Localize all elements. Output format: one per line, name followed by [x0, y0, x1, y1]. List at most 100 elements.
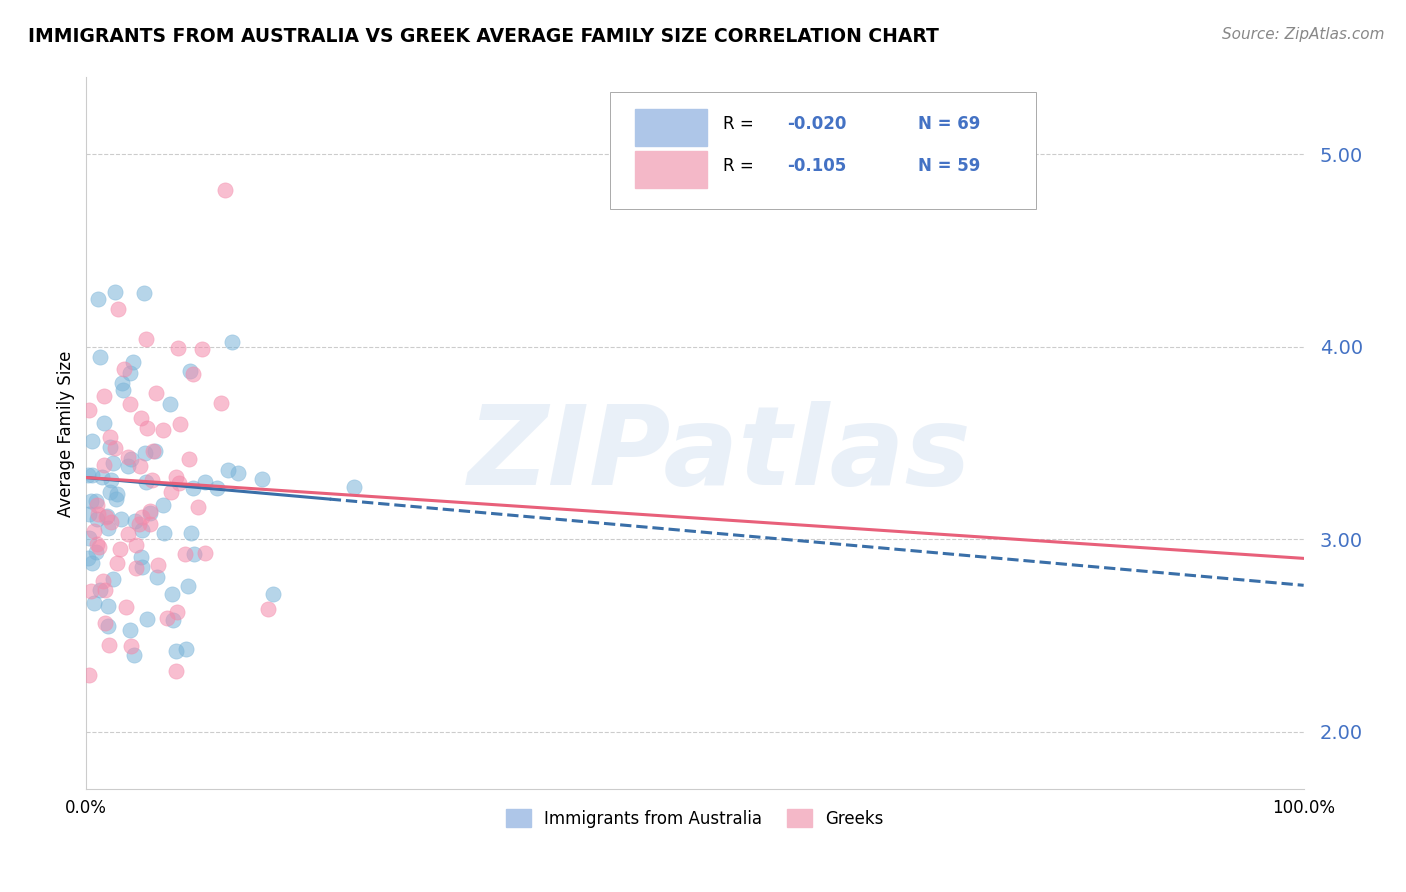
Point — [174, 547, 197, 561]
Point — [221, 334, 243, 349]
Point — [194, 475, 217, 490]
Point — [257, 601, 280, 615]
Point — [166, 605, 188, 619]
Point — [125, 561, 148, 575]
Point — [194, 546, 217, 560]
Point — [174, 642, 197, 657]
Point — [97, 639, 120, 653]
Point — [179, 364, 201, 378]
Point — [139, 506, 162, 520]
Point — [111, 376, 134, 391]
Point — [110, 512, 132, 526]
Point — [135, 332, 157, 346]
Point — [104, 492, 127, 507]
Point — [117, 450, 139, 464]
Point — [90, 470, 112, 484]
Point — [131, 509, 153, 524]
Point — [118, 397, 141, 411]
Point — [86, 537, 108, 551]
Text: R =: R = — [723, 157, 759, 176]
Point — [117, 527, 139, 541]
Point — [77, 668, 100, 682]
Point — [80, 557, 103, 571]
Point — [128, 516, 150, 531]
Point — [86, 292, 108, 306]
Point — [124, 514, 146, 528]
Text: R =: R = — [723, 115, 759, 133]
Text: ZIPatlas: ZIPatlas — [467, 401, 972, 508]
Text: -0.105: -0.105 — [787, 157, 846, 176]
Point — [180, 525, 202, 540]
FancyBboxPatch shape — [636, 109, 707, 145]
Point — [162, 613, 184, 627]
Point — [250, 472, 273, 486]
Point — [79, 583, 101, 598]
Text: Source: ZipAtlas.com: Source: ZipAtlas.com — [1222, 27, 1385, 42]
Point — [120, 451, 142, 466]
Point — [112, 383, 135, 397]
Text: N = 69: N = 69 — [918, 115, 980, 133]
Point — [80, 467, 103, 482]
Point — [141, 473, 163, 487]
FancyBboxPatch shape — [636, 152, 707, 188]
Point — [136, 611, 159, 625]
Point — [262, 587, 284, 601]
Point — [134, 446, 156, 460]
Point — [131, 523, 153, 537]
Point — [91, 574, 114, 589]
Point — [142, 444, 165, 458]
Point — [143, 444, 166, 458]
Y-axis label: Average Family Size: Average Family Size — [58, 351, 75, 516]
Point — [159, 397, 181, 411]
Point — [165, 470, 187, 484]
Point — [77, 531, 100, 545]
Point — [98, 430, 121, 444]
Point — [169, 476, 191, 491]
Point — [181, 367, 204, 381]
Point — [145, 386, 167, 401]
Point — [132, 285, 155, 300]
Point — [165, 644, 187, 658]
Point — [105, 557, 128, 571]
Point — [129, 549, 152, 564]
Point — [138, 504, 160, 518]
Point — [146, 558, 169, 572]
Point — [77, 508, 100, 522]
Point — [80, 493, 103, 508]
Point — [181, 481, 204, 495]
Point — [89, 583, 111, 598]
Point — [98, 484, 121, 499]
Point — [343, 480, 366, 494]
Point — [160, 485, 183, 500]
Point — [217, 463, 239, 477]
Point — [152, 499, 174, 513]
Point — [135, 475, 157, 489]
Text: -0.020: -0.020 — [787, 115, 846, 133]
Point — [121, 355, 143, 369]
Point — [83, 524, 105, 538]
Point — [104, 442, 127, 456]
Point — [97, 521, 120, 535]
Point — [112, 361, 135, 376]
Point — [214, 183, 236, 197]
Point — [129, 458, 152, 473]
Point — [93, 417, 115, 431]
Point — [160, 587, 183, 601]
Point — [177, 579, 200, 593]
Point — [98, 440, 121, 454]
Point — [103, 572, 125, 586]
Point — [76, 467, 98, 482]
Point — [84, 545, 107, 559]
Point — [105, 487, 128, 501]
Point — [94, 583, 117, 598]
Point — [77, 403, 100, 417]
Point — [191, 343, 214, 357]
Point — [87, 507, 110, 521]
Point — [108, 541, 131, 556]
Point — [107, 301, 129, 316]
Point — [104, 285, 127, 299]
Point — [117, 459, 139, 474]
Point — [89, 541, 111, 555]
Point — [93, 389, 115, 403]
Point — [101, 456, 124, 470]
